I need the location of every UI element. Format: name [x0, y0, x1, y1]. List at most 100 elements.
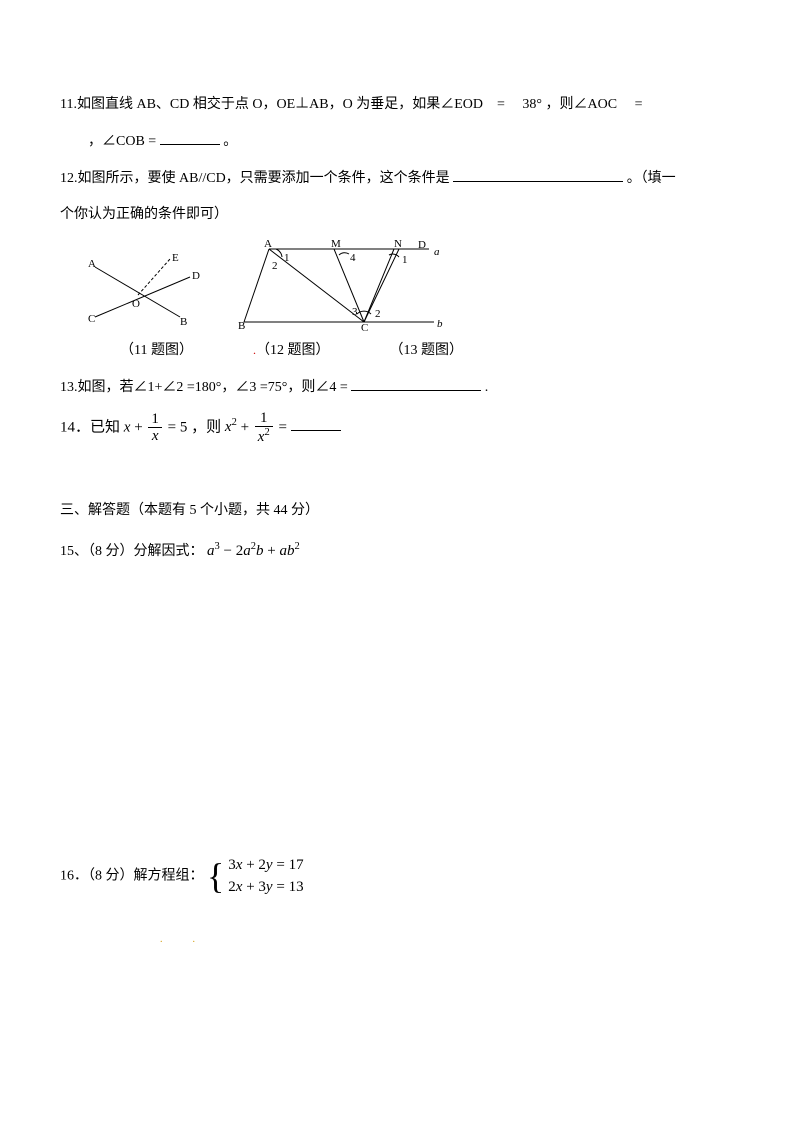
fig1-label-D: D — [192, 270, 200, 282]
question-11b: ，∠COB = 。 — [60, 127, 740, 158]
fig2-label-N: N — [394, 238, 402, 250]
q11-eq1: = — [497, 97, 505, 112]
q13-blank — [351, 374, 481, 391]
fig1-label-B: B — [180, 316, 187, 328]
q14-blank — [291, 413, 341, 431]
figure-labels-row: （11 题图） .（12 题图） （13 题图） — [120, 336, 740, 367]
brace-icon: { — [207, 858, 224, 894]
q14-eq5: = 5 — [168, 419, 188, 435]
q16-prefix: 16．（8 分）解方程组： — [60, 868, 204, 883]
q15-expr: a3 − 2a2b + ab2 — [207, 543, 300, 559]
q14-sup1: 2 — [232, 417, 237, 428]
fig2-num-4: 4 — [350, 252, 356, 264]
q15-a1: a — [207, 543, 215, 559]
q14-x2a: x — [225, 419, 232, 435]
figure-11: A B C D E O — [80, 247, 210, 332]
q15-b1: b — [256, 543, 264, 559]
q16-system: { 3x + 2y = 17 2x + 3y = 13 — [207, 854, 304, 899]
q12-text2: 。（填一 — [627, 171, 676, 186]
fig2-label-b: b — [437, 318, 443, 330]
fig2-label-A: A — [264, 238, 272, 250]
fig2-num-1: 1 — [284, 252, 290, 264]
question-14: 14．已知 x + 1 x = 5 ，则 x2 + 1 x2 = — [60, 410, 740, 446]
fig2-num-1b: 1 — [402, 254, 408, 266]
q16-eq2: 2x + 3y = 13 — [228, 876, 303, 899]
figure-12-13: A B C D M N a b 1 2 3 4 1 2 — [234, 237, 454, 332]
q14-plus1: + — [134, 419, 146, 435]
question-12: 12.如图所示，要使 AB//CD，只需要添加一个条件，这个条件是 。（填一 — [60, 164, 740, 195]
question-16: 16．（8 分）解方程组： { 3x + 2y = 17 2x + 3y = 1… — [60, 854, 740, 899]
q14-frac1: 1 x — [148, 411, 162, 445]
q14-plus2: + — [241, 419, 253, 435]
q15-minus: − — [224, 543, 232, 559]
q11-mid: ，则∠AOC — [546, 97, 618, 112]
fig2-label-B: B — [238, 320, 245, 332]
q14-prefix: 14．已知 — [60, 419, 124, 435]
q16-2b: 2 — [228, 879, 236, 895]
q11-period: 。 — [223, 134, 237, 149]
q16-y1: y — [266, 857, 273, 873]
q14-x2: x2 — [225, 419, 237, 435]
fig2-num-2b: 2 — [375, 308, 381, 320]
question-13: 13.如图，若∠1+∠2 =180°，∠3 =75°，则∠4 = . — [60, 373, 740, 404]
q16-2: 2 — [258, 857, 266, 873]
q15-a3: a — [279, 543, 287, 559]
q16-3b: 3 — [258, 879, 266, 895]
fig1-label-O: O — [132, 298, 140, 310]
fig1-label-E: E — [172, 252, 179, 264]
q14-eq: = — [278, 419, 286, 435]
q16-3: 3 — [228, 857, 236, 873]
q15-a2: a — [243, 543, 251, 559]
q16-13: 13 — [289, 879, 304, 895]
q14-frac2: 1 x2 — [255, 410, 273, 446]
q13-text: 13.如图，若∠1+∠2 =180°，∠3 =75°，则∠4 = — [60, 380, 348, 395]
q15-plus: + — [267, 543, 275, 559]
q12-text3: 个你认为正确的条件即可） — [60, 207, 228, 222]
q16-x1: x — [236, 857, 243, 873]
q14-frac2-num: 1 — [255, 410, 273, 428]
figure-label-13: （13 题图） — [389, 336, 463, 367]
q11-after: ，∠COB = — [88, 134, 156, 149]
q15-workspace — [60, 574, 740, 854]
fig1-label-C: C — [88, 313, 95, 325]
q11-text: 11.如图直线 AB、CD 相交于点 O，OE⊥AB，O 为垂足，如果∠EOD — [60, 97, 483, 112]
q16-17: 17 — [289, 857, 304, 873]
q14-frac2-den: x2 — [255, 427, 273, 446]
q15-prefix: 15、（8 分）分解因式： — [60, 544, 204, 559]
q14-frac2-sup: 2 — [264, 427, 269, 438]
question-12b: 个你认为正确的条件即可） — [60, 200, 740, 231]
fig2-label-C: C — [361, 322, 368, 332]
q14-frac1-den: x — [148, 428, 162, 445]
q16-p1: + — [246, 857, 254, 873]
q16-y2: y — [266, 879, 273, 895]
fig1-label-A: A — [88, 258, 96, 270]
q11-val1: 38° — [522, 97, 542, 112]
figure-label-11: （11 题图） — [120, 336, 193, 367]
fig2-num-2: 2 — [272, 260, 278, 272]
q11-blank — [160, 128, 220, 145]
q16-equations: 3x + 2y = 17 2x + 3y = 13 — [228, 854, 303, 899]
section-3-title: 三、解答题（本题有 5 个小题，共 44 分） — [60, 503, 319, 518]
fig2-label-D: D — [418, 239, 426, 251]
q12-text1: 12.如图所示，要使 AB//CD，只需要添加一个条件，这个条件是 — [60, 171, 450, 186]
q14-comma: ，则 — [191, 419, 225, 435]
q13-period: . — [485, 380, 489, 395]
section-3-header: 三、解答题（本题有 5 个小题，共 44 分） — [60, 496, 740, 527]
fig2-num-3: 3 — [352, 306, 358, 318]
fig2-label-a: a — [434, 246, 440, 258]
question-11: 11.如图直线 AB、CD 相交于点 O，OE⊥AB，O 为垂足，如果∠EOD … — [60, 90, 740, 121]
figures-row: A B C D E O A B C D M N — [80, 237, 740, 332]
figure-label-12: （12 题图） — [256, 343, 330, 358]
q14-frac1-num: 1 — [148, 411, 162, 429]
q12-blank — [453, 165, 623, 182]
question-15: 15、（8 分）分解因式： a3 − 2a2b + ab2 — [60, 535, 740, 568]
q16-eq2s: = — [276, 879, 284, 895]
q16-eq1s: = — [276, 857, 284, 873]
fig2-label-M: M — [331, 238, 341, 250]
q16-x2: x — [236, 879, 243, 895]
q16-p2: + — [246, 879, 254, 895]
q14-x1: x — [124, 419, 131, 435]
decorative-dots: .. — [160, 929, 740, 951]
q11-eq2: = — [635, 97, 643, 112]
q16-eq1: 3x + 2y = 17 — [228, 854, 303, 877]
